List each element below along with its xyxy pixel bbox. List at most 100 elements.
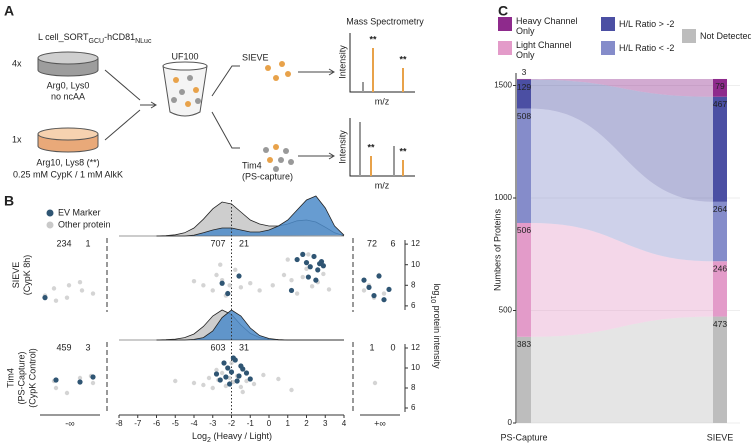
x-axis-title-part: Log <box>192 431 207 441</box>
ms-title: Mass Spectrometry <box>346 16 424 26</box>
count-label: 707 <box>210 238 225 248</box>
other-point <box>90 291 96 296</box>
dish-text: Arg10, Lys8 (**) <box>36 157 99 167</box>
segment-label: 246 <box>713 263 727 273</box>
other-point <box>210 385 215 391</box>
other-point <box>53 385 59 391</box>
ev-point <box>238 363 244 369</box>
ev-point <box>223 374 229 380</box>
legend-swatch <box>682 29 696 43</box>
legend-label: Not Detected <box>700 31 751 41</box>
other-point <box>306 252 311 257</box>
other-point <box>77 280 83 285</box>
legend-swatch <box>498 41 512 55</box>
other-point <box>257 288 262 293</box>
other-point <box>231 379 236 385</box>
x-tick-label: -3 <box>209 419 217 428</box>
ms-xlabel: m/z <box>375 180 390 190</box>
connectors <box>104 65 335 160</box>
ev-point <box>90 374 96 380</box>
peak-mark: ** <box>399 54 407 64</box>
spectrum-1 <box>349 33 415 93</box>
y2-tick-label: 6 <box>411 403 416 412</box>
count-label: 3 <box>85 342 90 352</box>
tim4-particles <box>263 144 294 172</box>
other-point <box>238 285 244 290</box>
other-point <box>361 288 367 293</box>
method-label: Tim4 <box>242 160 262 170</box>
ev-point <box>300 251 306 258</box>
ratio: 4x <box>12 58 22 68</box>
other-point <box>201 382 206 388</box>
legend-swatch <box>601 17 615 31</box>
other-point <box>381 291 387 296</box>
other-point <box>191 380 197 386</box>
flow <box>531 222 713 337</box>
legend-label: Heavy Channel Only <box>516 16 578 36</box>
tube <box>162 61 208 117</box>
legend-label: H/L Ratio > -2 <box>619 19 675 29</box>
segment-label: 129 <box>517 82 531 92</box>
ev-point <box>221 360 227 366</box>
bar-segment <box>517 78 531 80</box>
other-point <box>240 389 245 395</box>
ev-point <box>376 273 382 279</box>
other-point <box>229 360 234 366</box>
segment-label: 467 <box>713 99 727 109</box>
dish-text: 0.25 mM CypK / 1 mM AlkK <box>13 169 123 179</box>
x-axis-title-part: 2 <box>207 437 211 444</box>
y-tick-label: 1500 <box>494 81 512 90</box>
count-label: 459 <box>56 342 71 352</box>
ev-point <box>294 256 300 263</box>
legend-swatch <box>601 41 615 55</box>
y2-tick-label: 10 <box>411 260 420 269</box>
y2-tick-label: 12 <box>411 239 420 248</box>
ev-point <box>313 277 319 283</box>
other-point <box>244 378 249 384</box>
other-point <box>304 266 309 272</box>
x-tick-label: 4 <box>342 419 347 428</box>
ev-point <box>227 381 233 387</box>
bar-segment <box>713 78 727 97</box>
peak-mark: ** <box>369 34 377 44</box>
cell-line-part: L cell_SORT <box>38 32 89 42</box>
y2-axis-title-part: 10 <box>429 295 436 303</box>
legend-marker <box>46 221 54 229</box>
y2-axis-title-part: protein intensity <box>432 303 442 369</box>
other-point <box>227 283 232 288</box>
ev-point <box>243 370 250 376</box>
segment-label: 3 <box>522 67 527 77</box>
other-point <box>66 283 72 288</box>
x-tick-label: -2 <box>228 419 236 428</box>
y2-axis-title-part: log <box>432 283 442 295</box>
category-label: SIEVE <box>707 432 734 442</box>
ev-point <box>236 373 242 379</box>
method-label: (PS-capture) <box>242 171 293 181</box>
other-point <box>201 283 206 288</box>
ev-point <box>371 292 377 299</box>
ev-point <box>303 260 310 266</box>
x-axis-title-part: (Heavy / Light) <box>211 431 272 441</box>
ev-point <box>236 273 242 279</box>
ev-point <box>311 253 317 260</box>
y-tick-label: 500 <box>499 306 513 315</box>
bar-segment <box>713 201 727 262</box>
legend-label: EV Marker <box>58 207 101 217</box>
ev-point <box>315 267 321 273</box>
count-label: 6 <box>390 238 395 248</box>
row-label: SIEVE <box>11 262 21 289</box>
segment-label: 264 <box>713 204 727 214</box>
y-axis-title: Numbers of Proteins <box>492 208 502 291</box>
other-point <box>64 295 70 300</box>
bar-segment <box>517 79 531 109</box>
other-point <box>300 274 305 280</box>
ev-point <box>366 284 372 290</box>
filter-label: UF100 <box>171 51 198 61</box>
y2-tick-label: 10 <box>411 363 420 372</box>
other-point <box>214 272 219 278</box>
ev-point <box>53 377 59 383</box>
bar-segment <box>713 316 727 423</box>
flow <box>531 78 713 97</box>
